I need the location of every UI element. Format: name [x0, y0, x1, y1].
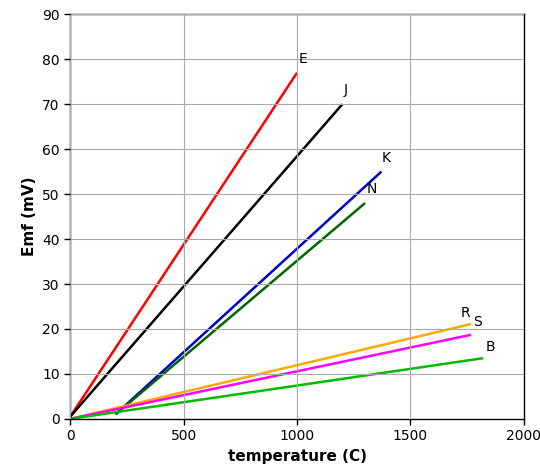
Text: R: R: [460, 306, 470, 320]
Text: J: J: [343, 83, 348, 98]
Text: N: N: [366, 182, 376, 197]
Y-axis label: Emf (mV): Emf (mV): [22, 177, 37, 257]
Text: E: E: [298, 52, 307, 66]
Text: B: B: [485, 340, 495, 354]
Text: K: K: [382, 151, 391, 165]
X-axis label: temperature (C): temperature (C): [227, 449, 367, 464]
Text: S: S: [473, 315, 482, 329]
